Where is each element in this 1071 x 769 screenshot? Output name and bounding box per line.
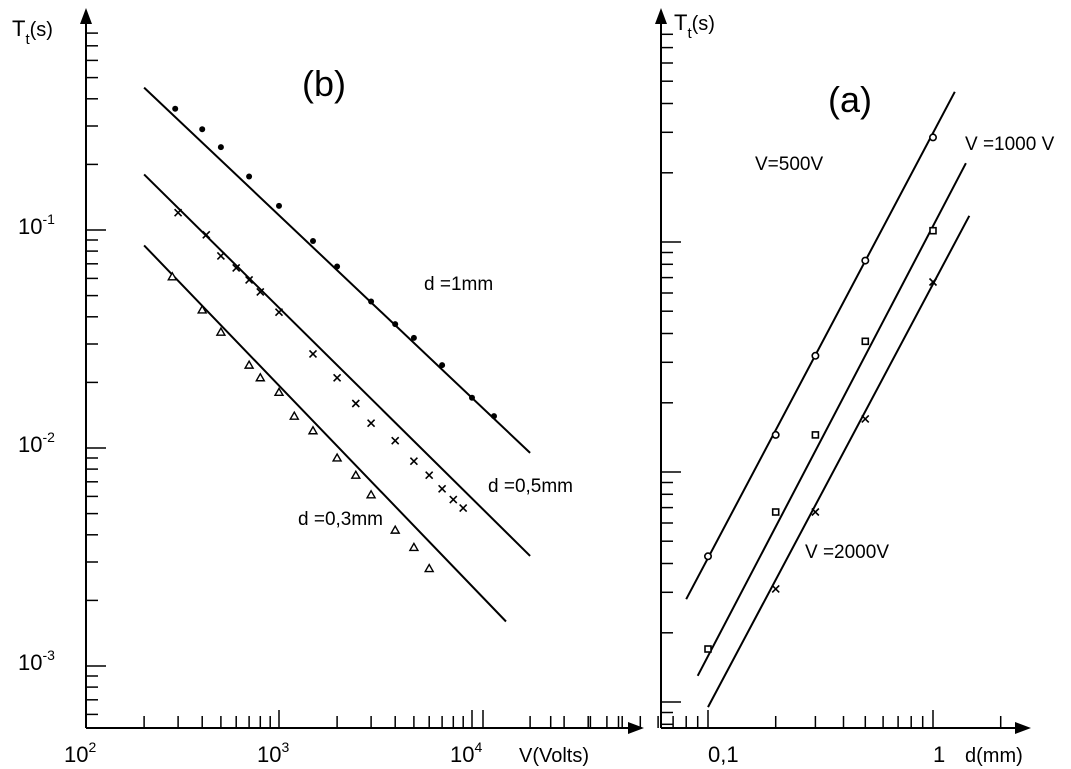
panel-b-series-group: [143, 86, 531, 623]
panel-a-data-point: [703, 552, 712, 561]
panel-b-data-point: [491, 413, 497, 420]
panel-a-data-point: [811, 351, 820, 360]
panel-b-data-point: [365, 489, 377, 499]
panel-a-data-point: [929, 226, 937, 235]
panel-b-data-point: [255, 372, 266, 382]
panel-a-data-point: [928, 277, 938, 287]
panel-b-x-tick-label: 102: [64, 739, 96, 767]
panel-b-y-axis-title: Tt(s): [12, 16, 53, 48]
panel-b-data-point: [174, 208, 183, 217]
panel-b-data-point: [459, 504, 468, 513]
panel-b-data-point: [196, 304, 208, 314]
panel-a: 0,1 1 Tt(s) d(mm) (a) V=500V V =1000 V V…: [482, 8, 1055, 767]
panel-b-data-point: [273, 386, 285, 397]
panel-b-x-axis-arrow: [628, 722, 644, 734]
panel-b-data-point: [423, 563, 435, 573]
panel-a-data-point: [861, 414, 870, 424]
panel-b-data-point: [274, 308, 284, 317]
panel-b-data-point: [334, 263, 341, 270]
panel-a-fit-line: [696, 162, 967, 677]
panel-a-y-minor-ticks: [661, 33, 681, 726]
panel-a-data-point: [811, 507, 820, 517]
panel-b-data-point: [408, 541, 420, 552]
panel-b-data-point: [245, 275, 254, 285]
panel-a-x-axis-title: d(mm): [965, 745, 1023, 767]
panel-b-data-point: [409, 457, 418, 466]
panel-b-y-axis-arrow: [80, 8, 92, 24]
panel-b-data-point: [202, 230, 211, 239]
panel-a-data-point: [811, 431, 820, 439]
panel-a-y-axis-arrow: [655, 8, 667, 24]
panel-b: 10-1 10-2 10-3 102 103 104 Tt(s) V(Volts…: [12, 8, 644, 767]
panel-b-y-minor-ticks: [86, 32, 106, 716]
panel-a-series-label: V =1000 V: [965, 134, 1055, 155]
panel-b-data-point: [215, 326, 227, 336]
panel-b-data-point: [449, 495, 458, 504]
panel-b-data-point: [438, 484, 447, 493]
panel-b-series-label: d =1mm: [424, 274, 493, 295]
panel-b-fit-line: [143, 173, 531, 557]
panel-b-data-point: [243, 359, 255, 369]
panel-a-series-group: [685, 91, 971, 708]
panel-b-x-tick-label: 103: [257, 739, 289, 767]
panel-a-data-point: [771, 508, 780, 516]
panel-b-data-point: [331, 452, 343, 462]
panel-b-y-tick-label: 10-2: [18, 429, 55, 457]
panel-b-data-point: [350, 469, 362, 479]
panel-b-label: (b): [302, 63, 346, 104]
panel-b-series-label: d =0,5mm: [488, 476, 573, 497]
panel-b-data-point: [276, 202, 282, 209]
panel-b-data-point: [392, 321, 399, 328]
panel-a-data-point: [704, 645, 712, 653]
panel-a-y-axis-title: Tt(s): [674, 10, 715, 42]
panel-a-fit-line: [685, 91, 956, 600]
panel-b-x-tick-label: 104: [450, 739, 482, 767]
panel-b-data-point: [199, 126, 206, 133]
panel-a-fit-line: [707, 215, 971, 708]
panel-a-x-tick-label: 1: [933, 742, 945, 767]
panel-a-x-minor-ticks: [482, 710, 1002, 728]
panel-a-data-point: [861, 337, 870, 346]
panel-a-label: (a): [828, 79, 872, 120]
panel-b-data-point: [308, 349, 318, 359]
panel-b-data-point: [351, 399, 360, 408]
panel-b-y-tick-label: 10-3: [18, 647, 55, 675]
panel-b-data-point: [167, 271, 178, 281]
panel-a-series-label: V =2000V: [805, 542, 889, 563]
panel-b-data-point: [246, 173, 253, 180]
panel-b-data-point: [389, 524, 401, 534]
panel-b-data-point: [469, 394, 475, 401]
panel-b-data-point: [410, 334, 417, 341]
panel-b-data-point: [217, 144, 224, 151]
panel-b-fit-line: [143, 86, 531, 454]
panel-a-series-label: V=500V: [755, 154, 823, 175]
panel-b-data-point: [310, 238, 316, 244]
panel-b-data-point: [425, 471, 434, 480]
panel-b-data-point: [368, 298, 375, 305]
panel-b-data-point: [216, 251, 225, 261]
panel-b-data-point: [232, 263, 241, 272]
panel-a-data-point: [771, 584, 780, 594]
panel-b-x-axis-title: V(Volts): [519, 745, 589, 767]
panel-a-x-tick-label: 0,1: [708, 742, 739, 767]
panel-b-fit-line: [143, 244, 507, 623]
panel-b-data-point: [391, 436, 400, 445]
panel-a-data-point: [928, 133, 937, 142]
panel-b-series-label: d =0,3mm: [298, 509, 383, 530]
panel-b-data-point: [367, 419, 376, 428]
panel-b-data-point: [172, 105, 179, 112]
panel-b-data-point: [289, 410, 300, 420]
panel-a-data-point: [771, 430, 780, 439]
panel-b-data-point: [256, 287, 265, 296]
panel-b-x-minor-ticks: [143, 710, 623, 728]
panel-b-data-point: [307, 425, 319, 435]
panel-b-data-point: [439, 362, 446, 369]
panel-b-y-tick-label: 10-1: [18, 211, 55, 239]
panel-a-x-axis-arrow: [1015, 722, 1031, 734]
panel-b-data-point: [333, 373, 342, 382]
panel-a-data-point: [861, 256, 870, 265]
